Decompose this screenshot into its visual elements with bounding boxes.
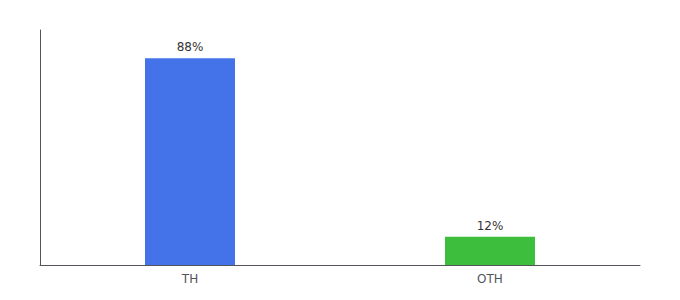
svg-text:12%: 12% (477, 219, 504, 233)
svg-text:88%: 88% (177, 40, 204, 54)
svg-text:OTH: OTH (477, 272, 503, 286)
svg-text:TH: TH (181, 272, 198, 286)
